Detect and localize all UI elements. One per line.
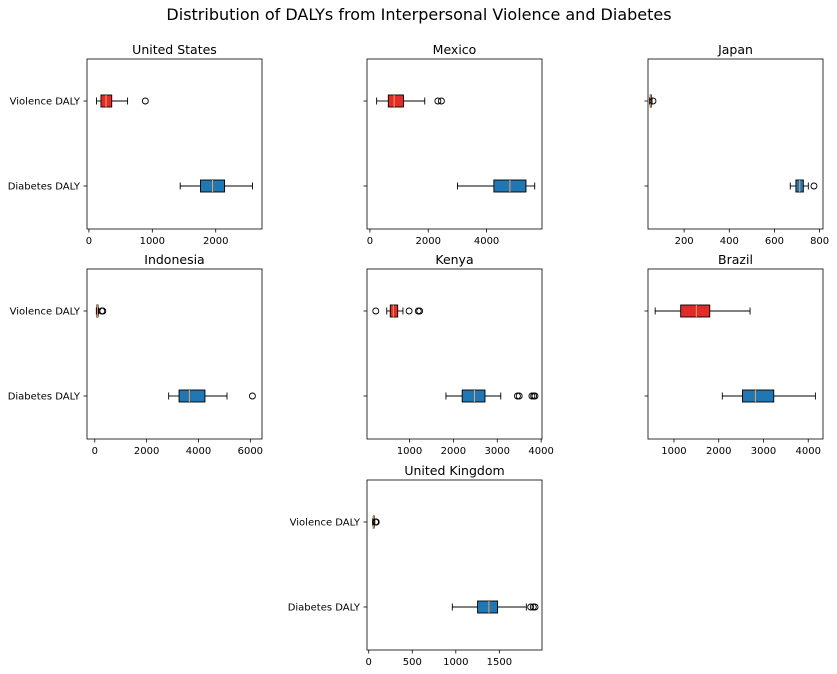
boxplot-violence-daly (96, 94, 149, 108)
outlier-point (810, 182, 818, 190)
x-tick-label: 4000 (796, 446, 821, 457)
x-tick-label: 2000 (416, 236, 441, 247)
boxplot-diabetes-daly (789, 179, 818, 193)
outlier-point (372, 518, 380, 526)
x-tick-label: 0 (86, 236, 92, 247)
box-iqr (387, 94, 404, 108)
outlier-point (434, 97, 442, 105)
y-tick-label: Violence DALY (290, 518, 361, 529)
x-tick-label: 6000 (238, 446, 263, 457)
outlier-point (649, 97, 657, 105)
panel-brazil: Brazil 1000 2000 3000 4000 (644, 252, 824, 457)
x-tick-label: 800 (810, 236, 829, 247)
x-tick-label: 2000 (134, 446, 159, 457)
chart-title: Distribution of DALYs from Interpersonal… (166, 5, 671, 24)
boxplot-violence-daly (372, 515, 380, 529)
outlier-point (529, 603, 537, 611)
box-iqr (741, 389, 775, 403)
x-tick-label: 4000 (474, 236, 499, 247)
x-tick-label: 0 (367, 236, 373, 247)
outlier-point (248, 392, 256, 400)
x-tick-label: 500 (403, 657, 422, 668)
panel-title: Japan (717, 42, 753, 57)
box-iqr (680, 304, 711, 318)
outlier-point (372, 307, 380, 315)
panel-mexico: Mexico 0 2000 4000 (363, 42, 543, 247)
panel-kenya: Kenya 1000 2000 3000 4000 (363, 252, 554, 457)
box-iqr (477, 600, 499, 614)
y-tick-label: Diabetes DALY (8, 392, 81, 403)
x-tick-label: 4000 (186, 446, 211, 457)
boxplot-diabetes-daly (179, 179, 253, 193)
axes-frame (366, 479, 543, 651)
x-tick-label: 1000 (140, 236, 165, 247)
outlier-point (531, 392, 539, 400)
panel-title: Brazil (718, 252, 753, 267)
x-tick-label: 1500 (487, 657, 512, 668)
panel-united-kingdom: United Kingdom 0 500 1000 1500 Violence DALY D… (288, 463, 543, 668)
panel-japan: Japan 200 400 600 800 (644, 42, 829, 247)
x-tick-label: 600 (765, 236, 784, 247)
outlier-point (513, 392, 521, 400)
axes-frame (647, 58, 824, 230)
panel-title: United States (132, 42, 217, 57)
outlier-point (405, 307, 413, 315)
y-tick-label: Diabetes DALY (288, 603, 361, 614)
outlier-point (416, 307, 424, 315)
x-tick-label: 0 (366, 657, 372, 668)
x-tick-label: 1000 (661, 446, 686, 457)
outlier-point (437, 97, 445, 105)
x-tick-label: 4000 (528, 446, 553, 457)
x-tick-label: 0 (92, 446, 98, 457)
y-tick-label: Diabetes DALY (8, 182, 81, 193)
outlier-point (515, 392, 523, 400)
x-tick-label: 2000 (203, 236, 228, 247)
axes-frame (366, 268, 543, 440)
x-tick-label: 1000 (443, 657, 468, 668)
boxplot-violence-daly (654, 304, 751, 318)
panel-indonesia: Indonesia 0 2000 4000 6000 Violence DALY Diabe… (8, 252, 263, 457)
boxplot-diabetes-daly (445, 389, 539, 403)
x-tick-label: 1000 (397, 446, 422, 457)
panel-title: Mexico (433, 42, 477, 57)
boxplot-diabetes-daly (456, 179, 536, 193)
axes-frame (86, 58, 263, 230)
y-tick-label: Violence DALY (10, 97, 81, 108)
boxplot-violence-daly (649, 94, 657, 108)
outlier-point (99, 307, 107, 315)
outlier-point (141, 97, 149, 105)
panel-title: Indonesia (144, 252, 204, 267)
x-tick-label: 2000 (441, 446, 466, 457)
boxplot-diabetes-daly (721, 389, 816, 403)
axes-frame (86, 268, 263, 440)
axes-frame (647, 268, 824, 440)
x-tick-label: 400 (720, 236, 739, 247)
x-tick-label: 2000 (706, 446, 731, 457)
y-tick-label: Violence DALY (10, 307, 81, 318)
box-iqr (389, 304, 399, 318)
outlier-point (528, 392, 536, 400)
boxplot-diabetes-daly (168, 389, 256, 403)
outlier-point (531, 603, 539, 611)
panel-title: Kenya (435, 252, 473, 267)
panel-united-states: United States 0 1000 2000 Violence DALY Diabe… (8, 42, 263, 247)
box-iqr (461, 389, 486, 403)
boxplot-diabetes-daly (451, 600, 539, 614)
panel-title: United Kingdom (404, 463, 504, 478)
x-tick-label: 3000 (751, 446, 776, 457)
axes-frame (366, 58, 543, 230)
boxplot-violence-daly (372, 304, 424, 318)
box-iqr (178, 389, 206, 403)
boxplot-violence-daly (95, 304, 107, 318)
x-tick-label: 3000 (485, 446, 510, 457)
x-tick-label: 200 (675, 236, 694, 247)
boxplot-violence-daly (376, 94, 445, 108)
outlier-point (527, 603, 535, 611)
